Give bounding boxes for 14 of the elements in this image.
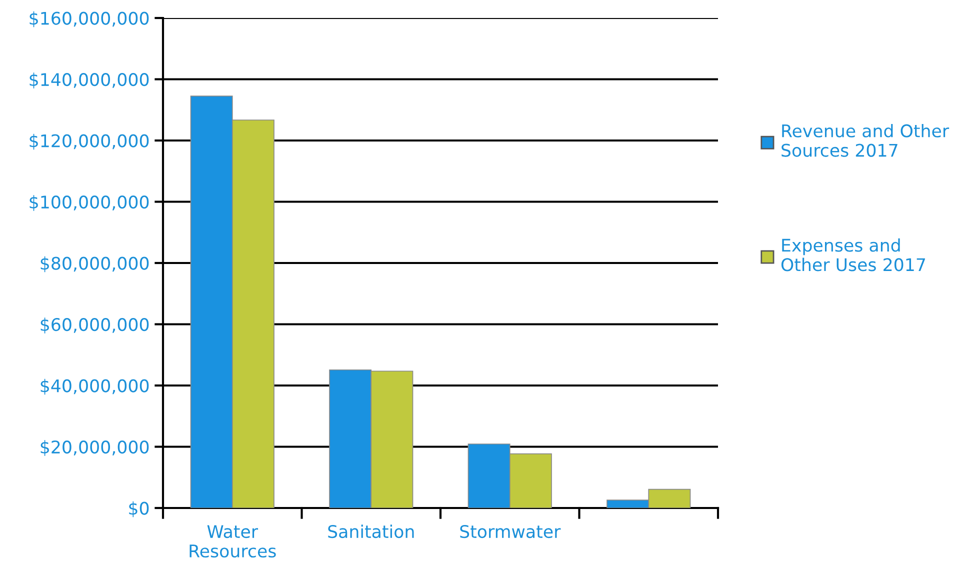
y-tick-label: $20,000,000 xyxy=(40,440,149,456)
y-tick-label: $60,000,000 xyxy=(40,318,149,334)
legend-label: Revenue and Other Sources 2017 xyxy=(782,124,950,157)
y-tick-label: $140,000,000 xyxy=(30,72,149,88)
y-tick-label: $100,000,000 xyxy=(30,195,149,211)
y-tick-label: $40,000,000 xyxy=(40,378,149,395)
x-tick-label: Water Resources xyxy=(190,525,276,558)
x-tick-label: Stormwater xyxy=(460,524,561,538)
y-tick-label: $0 xyxy=(129,501,149,518)
y-tick-label: $120,000,000 xyxy=(30,134,149,150)
legend-label: Expenses and Other Uses 2017 xyxy=(781,238,925,272)
x-tick-label: Sanitation xyxy=(328,524,414,538)
y-tick-label: $160,000,000 xyxy=(30,11,149,28)
y-tick-label: $80,000,000 xyxy=(40,256,149,272)
